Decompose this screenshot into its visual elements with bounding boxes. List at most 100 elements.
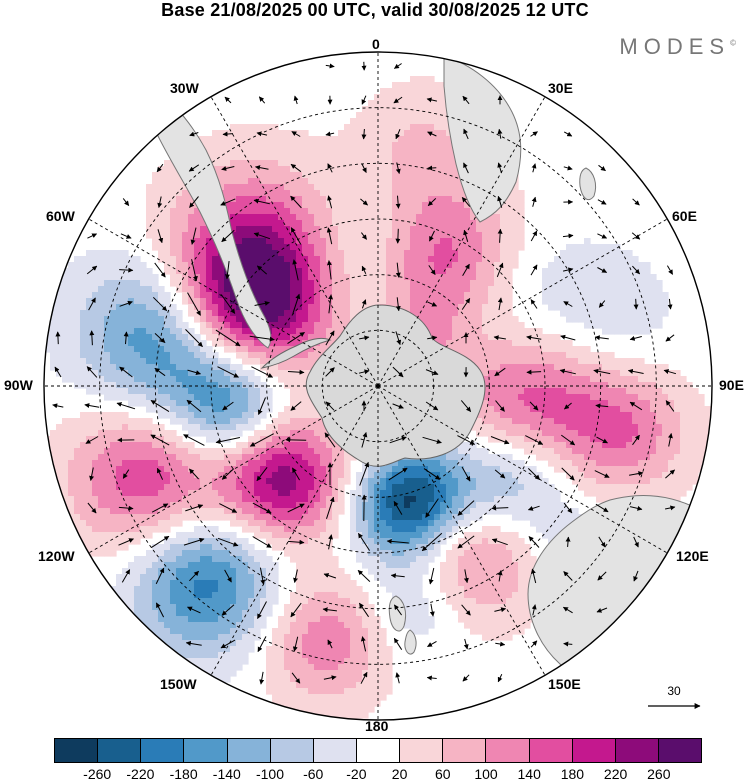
field-cell [188, 220, 195, 227]
field-cell [254, 184, 261, 191]
field-cell [116, 316, 123, 323]
field-cell [674, 454, 681, 461]
field-cell [242, 460, 249, 467]
field-cell [242, 334, 249, 341]
field-cell [50, 352, 57, 359]
field-cell [128, 466, 135, 473]
field-cell [284, 292, 291, 299]
field-cell [302, 328, 309, 335]
field-cell [362, 130, 369, 137]
field-cell [416, 250, 423, 257]
field-cell [314, 226, 321, 233]
field-cell [482, 274, 489, 281]
field-cell [296, 424, 303, 431]
field-cell [452, 466, 459, 473]
field-cell [56, 430, 63, 437]
field-cell [560, 418, 567, 425]
field-cell [608, 406, 615, 413]
field-cell [188, 406, 195, 413]
field-cell [254, 448, 261, 455]
field-cell [80, 382, 87, 389]
field-cell [320, 346, 327, 353]
field-cell [524, 382, 531, 389]
field-cell [548, 454, 555, 461]
field-cell [50, 346, 57, 353]
field-cell [140, 448, 147, 455]
field-cell [692, 472, 699, 479]
field-cell [392, 460, 399, 467]
field-cell [380, 244, 387, 251]
field-cell [248, 340, 255, 347]
field-cell [320, 202, 327, 209]
field-cell [332, 214, 339, 221]
field-cell [128, 292, 135, 299]
field-cell [152, 466, 159, 473]
field-cell [548, 352, 555, 359]
field-cell [410, 112, 417, 119]
field-cell [260, 250, 267, 257]
field-cell [626, 274, 633, 281]
field-cell [176, 370, 183, 377]
field-cell [572, 466, 579, 473]
field-cell [506, 214, 513, 221]
field-cell [86, 304, 93, 311]
field-cell [122, 316, 129, 323]
field-cell [272, 256, 279, 263]
field-cell [494, 244, 501, 251]
field-cell [98, 466, 105, 473]
field-cell [602, 370, 609, 377]
field-cell [530, 358, 537, 365]
field-cell [248, 412, 255, 419]
field-cell [254, 400, 261, 407]
field-cell [206, 364, 213, 371]
field-cell [302, 394, 309, 401]
field-cell [194, 298, 201, 305]
field-cell [152, 346, 159, 353]
field-cell [176, 358, 183, 365]
field-cell [194, 466, 201, 473]
field-cell [686, 400, 693, 407]
field-cell [224, 202, 231, 209]
field-cell [356, 208, 363, 215]
field-cell [488, 418, 495, 425]
field-cell [224, 370, 231, 377]
field-cell [338, 466, 345, 473]
field-cell [122, 382, 129, 389]
field-cell [518, 472, 525, 479]
field-cell [332, 298, 339, 305]
field-cell [302, 136, 309, 143]
field-cell [368, 184, 375, 191]
field-cell [566, 382, 573, 389]
field-cell [260, 448, 267, 455]
field-cell [194, 262, 201, 269]
field-cell [284, 424, 291, 431]
field-cell [518, 328, 525, 335]
field-cell [470, 358, 477, 365]
field-cell [242, 130, 249, 137]
field-cell [320, 220, 327, 227]
field-cell [254, 202, 261, 209]
field-cell [296, 262, 303, 269]
field-cell [548, 460, 555, 467]
field-cell [146, 472, 153, 479]
field-cell [410, 304, 417, 311]
field-cell [236, 430, 243, 437]
field-cell [686, 424, 693, 431]
field-cell [572, 418, 579, 425]
field-cell [260, 382, 267, 389]
field-cell [632, 460, 639, 467]
field-cell [200, 280, 207, 287]
field-cell [158, 316, 165, 323]
field-cell [536, 418, 543, 425]
field-cell [506, 268, 513, 275]
field-cell [98, 376, 105, 383]
field-cell [554, 454, 561, 461]
field-cell [548, 412, 555, 419]
field-cell [380, 136, 387, 143]
field-cell [164, 472, 171, 479]
field-cell [374, 250, 381, 257]
field-cell [590, 466, 597, 473]
field-cell [500, 286, 507, 293]
field-cell [326, 340, 333, 347]
field-cell [500, 238, 507, 245]
